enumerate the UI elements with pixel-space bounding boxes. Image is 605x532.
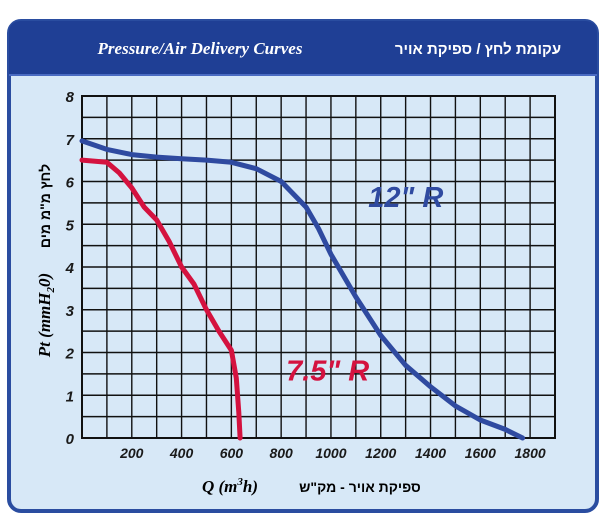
x-axis-label-formula: Q (m3h) [202, 476, 258, 496]
y-tick-label: 1 [66, 388, 74, 405]
y-tick-label: 8 [66, 89, 75, 106]
series-annotation: 12" R [368, 182, 443, 214]
header-bar [9, 21, 597, 74]
x-tick-label: 1200 [365, 445, 396, 461]
x-tick-label: 600 [220, 445, 244, 461]
header-title-en: Pressure/Air Delivery Curves [97, 39, 303, 58]
y-tick-label: 7 [66, 132, 75, 149]
series-line-0 [79, 138, 526, 441]
x-tick-label: 1000 [315, 445, 346, 461]
plot-border [81, 95, 556, 439]
x-tick-label: 800 [269, 445, 293, 461]
y-tick-label: 3 [66, 303, 75, 320]
header-title-he: עקומת לחץ / ספיקת אויר [395, 41, 561, 58]
header-rule [9, 74, 597, 76]
x-tick-label: 1400 [415, 445, 446, 461]
x-tick-label: 400 [169, 445, 194, 461]
x-axis-label-he: ספיקת אויר - מק"ש [299, 479, 421, 495]
series-line-1 [79, 157, 243, 441]
plot-area: 0 1 2 3 4 5 6 7 8 200 400 600 800 1000 1200 1400 1600 180… [65, 89, 556, 461]
x-tick-label: 200 [119, 445, 144, 461]
series-annotation: 7.5" R [286, 355, 369, 387]
y-tick-label: 5 [66, 217, 75, 234]
y-tick-label: 6 [66, 175, 75, 192]
x-tick-label: 1600 [465, 445, 496, 461]
x-tick-label: 1800 [515, 445, 546, 461]
y-tick-label: 0 [66, 431, 75, 448]
y-tick-label: 2 [65, 346, 75, 363]
y-tick-label: 4 [65, 260, 75, 277]
y-axis-label-formula: Pt (mmH20) [35, 273, 57, 358]
y-axis-label-he: לחץ מ"מ מים [37, 164, 53, 248]
